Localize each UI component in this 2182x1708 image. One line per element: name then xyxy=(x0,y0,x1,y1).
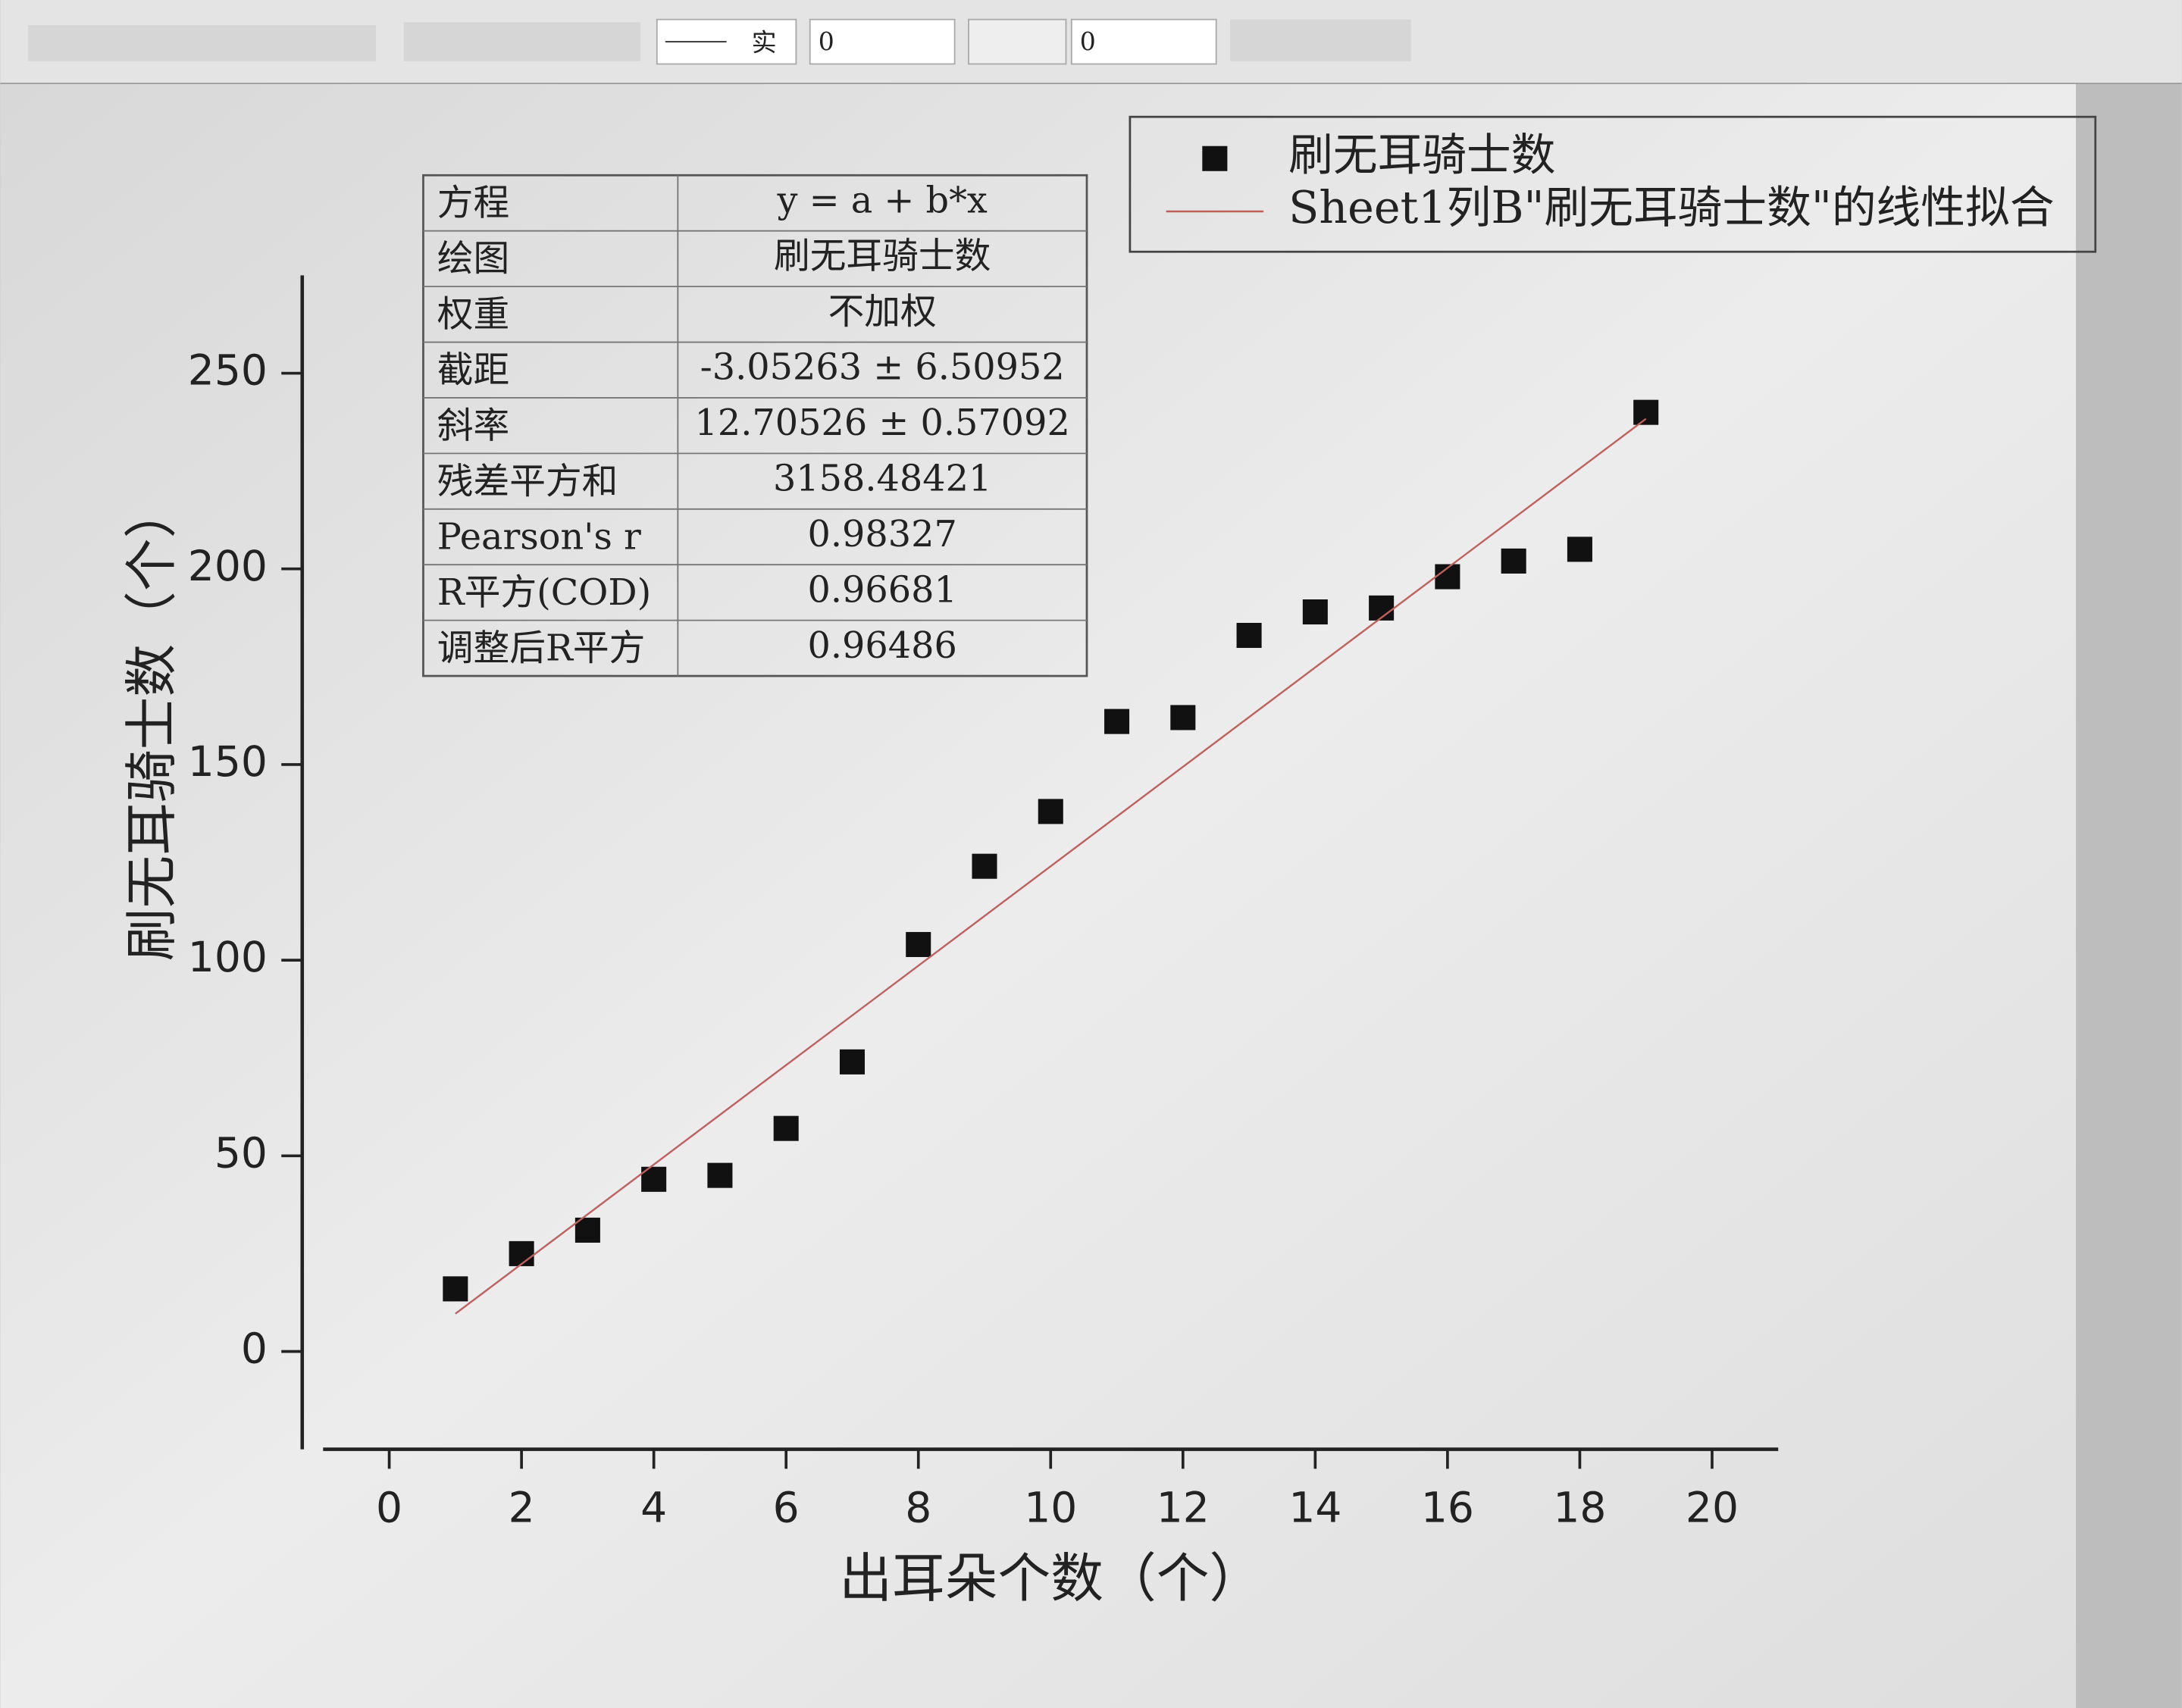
scatter-point xyxy=(1633,399,1659,425)
table-value: 12.70526 ± 0.57092 xyxy=(695,402,1070,444)
scatter-point xyxy=(1369,595,1395,621)
field-box[interactable] xyxy=(1070,18,1217,65)
x-tick-label: 16 xyxy=(1421,1483,1474,1531)
scatter-point xyxy=(1170,705,1196,730)
table-key: Pearson's r xyxy=(437,517,641,558)
y-tick-label: 150 xyxy=(188,737,268,786)
field-text: 0 xyxy=(819,27,834,56)
scatter-point xyxy=(839,1049,865,1075)
toolbar: 实 0 0 xyxy=(0,0,2182,85)
legend-box xyxy=(1129,115,2097,253)
table-key: 调整后R平方 xyxy=(437,628,646,670)
scatter-point xyxy=(906,931,931,957)
table-key: 权重 xyxy=(437,294,509,336)
field-text: 0 xyxy=(1080,27,1096,56)
scatter-point xyxy=(1501,548,1526,574)
chart: 0 2 4 6 8 10 12 14 16 18 20050100150200250出耳朵个数（个）… xyxy=(121,115,2097,1609)
scatter-point xyxy=(574,1217,600,1243)
y-tick-label: 50 xyxy=(214,1128,268,1177)
x-tick-label: 12 xyxy=(1157,1483,1210,1531)
x-tick-label: 8 xyxy=(905,1483,931,1531)
x-tick-label: 18 xyxy=(1553,1483,1606,1531)
fit-line xyxy=(455,418,1647,1315)
x-tick-label: 2 xyxy=(509,1483,535,1531)
legend-marker xyxy=(1202,145,1228,171)
table-value: 3158.48421 xyxy=(773,458,991,500)
table-key: 方程 xyxy=(437,183,509,224)
scatter-point xyxy=(1038,799,1063,824)
table-value: -3.05263 ± 6.50952 xyxy=(700,347,1065,389)
scatter-point xyxy=(707,1162,733,1188)
table-key: 残差平方和 xyxy=(437,461,618,502)
scatter-point xyxy=(1302,599,1328,625)
color-box[interactable] xyxy=(968,18,1067,65)
scatter-point xyxy=(1236,622,1262,649)
scatter-point xyxy=(1567,536,1592,562)
scatter-point xyxy=(1104,709,1130,734)
table-value: 0.96681 xyxy=(808,569,957,611)
format-icons[interactable] xyxy=(28,25,377,61)
x-tick-label: 6 xyxy=(773,1483,800,1531)
x-tick-label: 0 xyxy=(376,1483,402,1531)
x-axis-label: 出耳朵个数（个） xyxy=(839,1548,1262,1609)
table-value: 刷无耳骑士数 xyxy=(774,236,991,277)
scatter-point xyxy=(509,1240,534,1266)
stats-table xyxy=(422,174,1088,677)
y-tick-label: 0 xyxy=(241,1325,268,1373)
pattern-icons[interactable] xyxy=(1230,19,1411,61)
table-key: R平方(COD) xyxy=(437,572,652,614)
y-tick-label: 200 xyxy=(188,542,268,590)
table-key: 截距 xyxy=(437,349,509,391)
table-value: 0.98327 xyxy=(808,514,957,555)
scatter-point xyxy=(972,853,997,879)
table-value: 不加权 xyxy=(828,291,937,333)
y-axis-label: 刷无耳骑士数（个） xyxy=(121,486,183,962)
x-tick-label: 10 xyxy=(1024,1483,1077,1531)
line-style-text: 实 xyxy=(752,28,777,58)
y-tick-label: 100 xyxy=(188,933,268,981)
x-tick-label: 14 xyxy=(1288,1483,1341,1531)
legend-label: 刷无耳骑士数 xyxy=(1288,128,1555,180)
table-value: y = a + b*x xyxy=(776,180,987,221)
paint-icons[interactable] xyxy=(403,22,640,61)
scatter-point xyxy=(773,1115,799,1141)
x-tick-label: 4 xyxy=(640,1483,667,1531)
page xyxy=(0,83,2077,1708)
x-tick-label: 20 xyxy=(1686,1483,1739,1531)
scatter-point xyxy=(443,1276,468,1302)
table-key: 绘图 xyxy=(437,239,509,280)
field-box[interactable] xyxy=(809,18,956,65)
legend-label: Sheet1列B"刷无耳骑士数"的线性拟合 xyxy=(1288,181,2054,233)
table-key: 斜率 xyxy=(437,405,509,447)
table-value: 0.96486 xyxy=(808,625,957,667)
y-tick-label: 250 xyxy=(188,346,268,395)
